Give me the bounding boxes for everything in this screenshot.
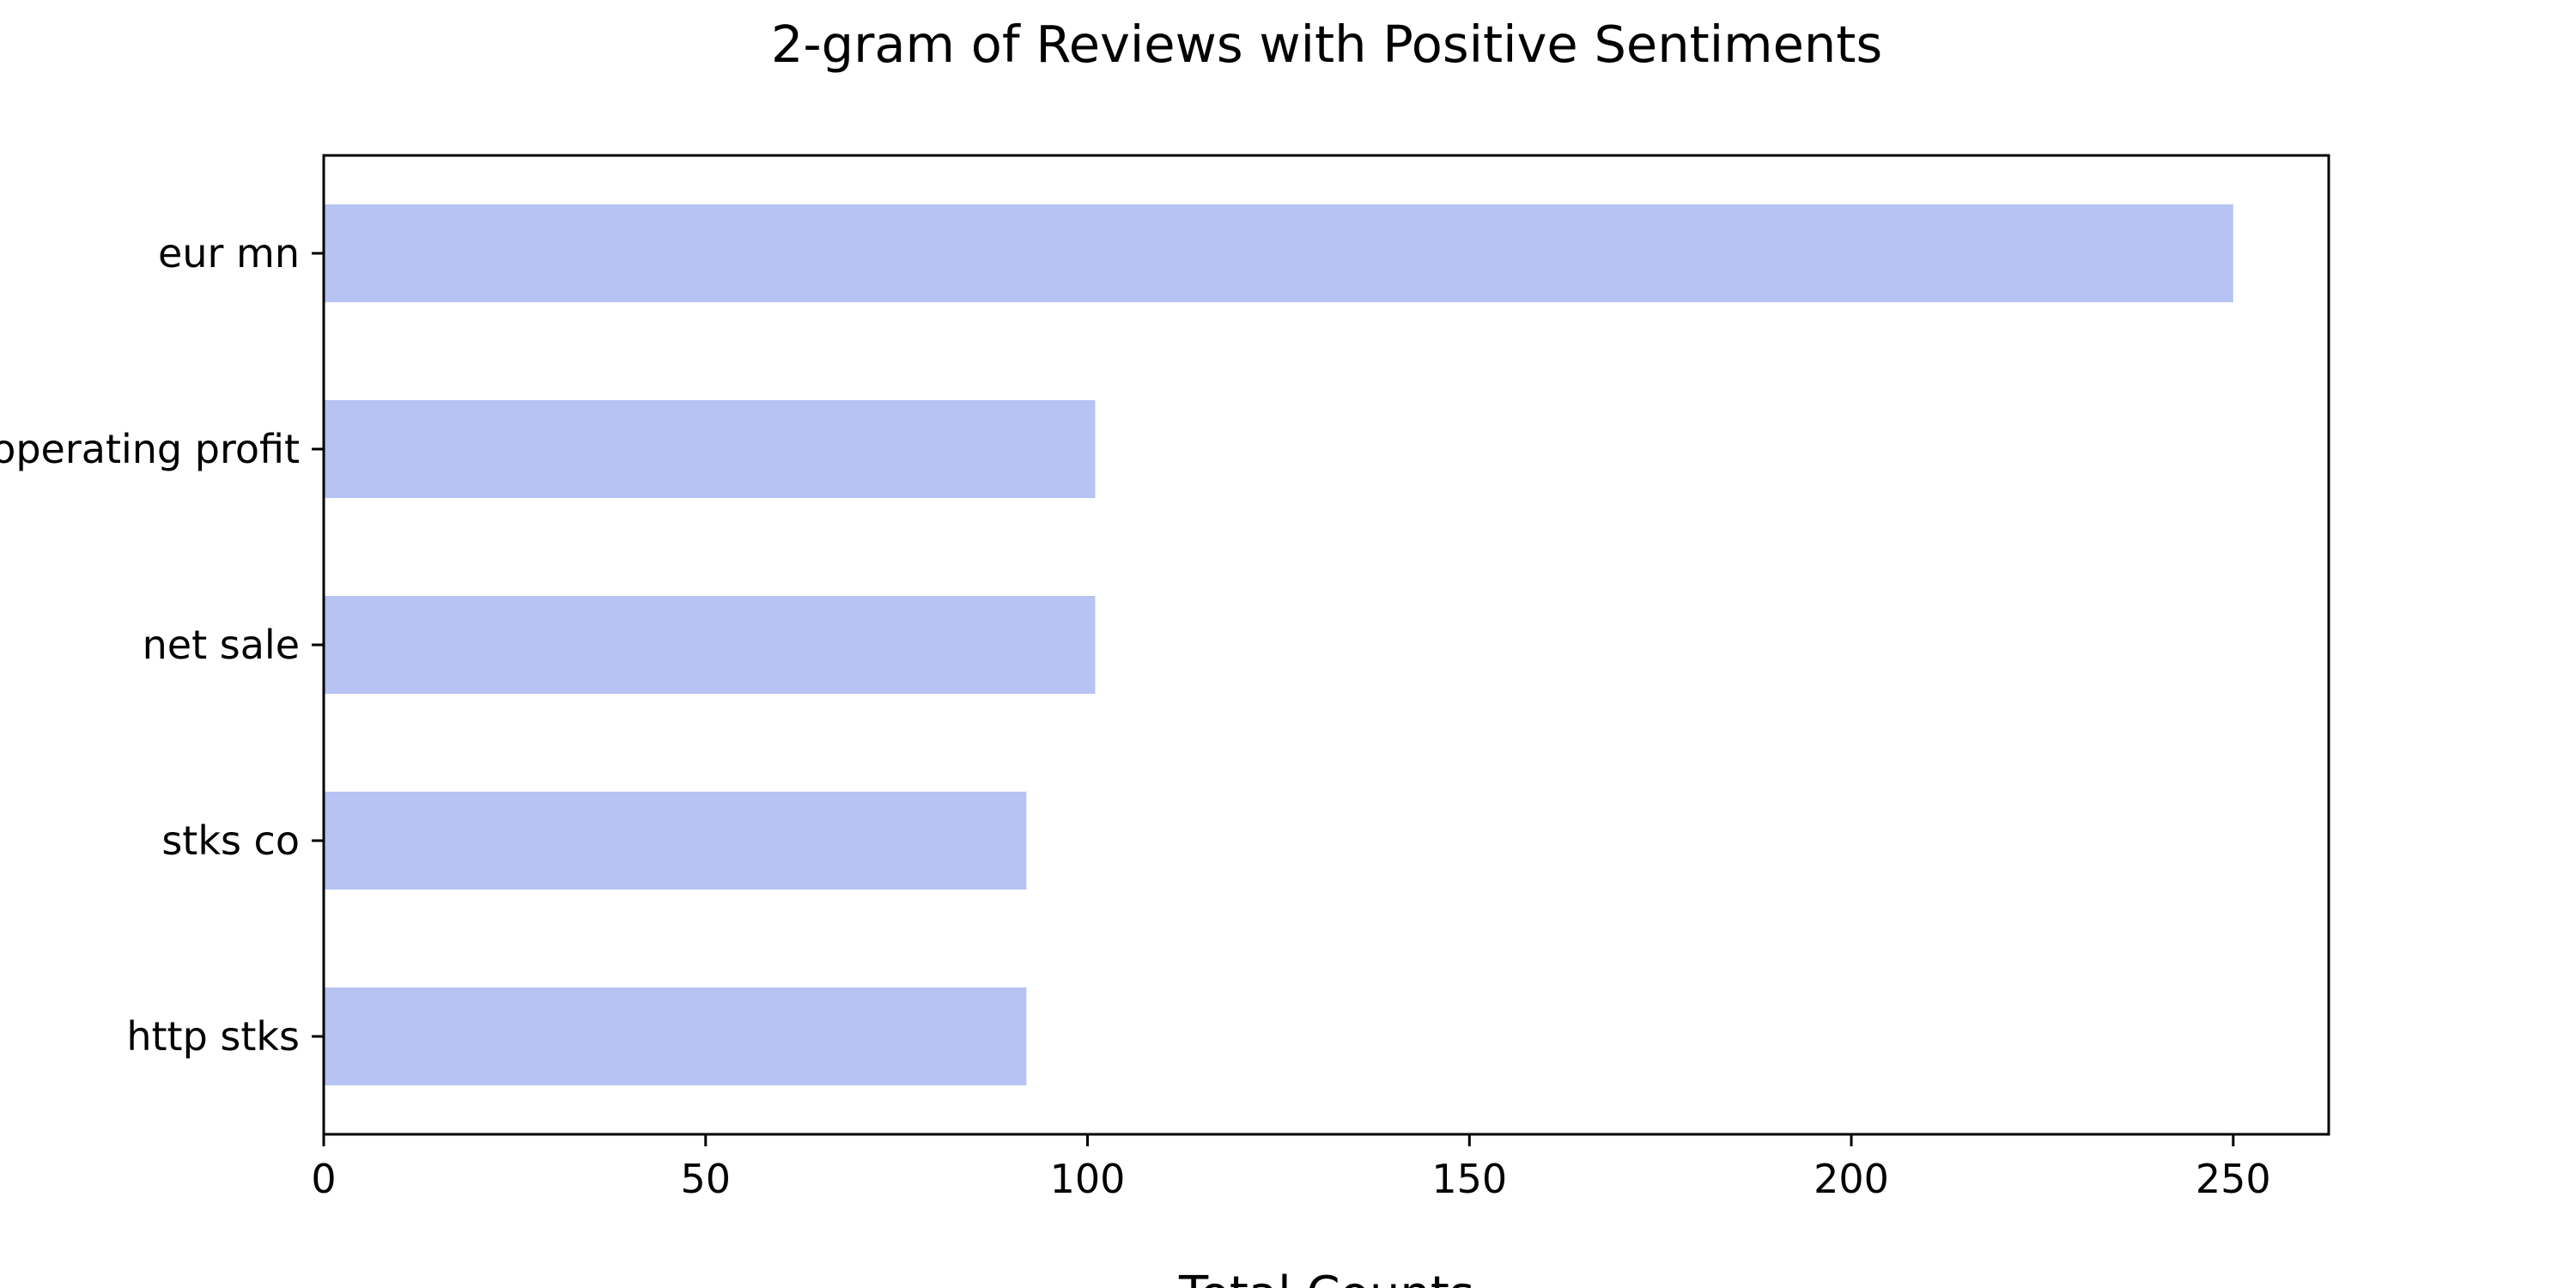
y-axis-ticks: eur mn operating profit net sale stks co htt… (0, 230, 324, 1060)
bar-operating-profit (324, 400, 1096, 498)
bars (324, 204, 2233, 1085)
y-tick-label: net sale (143, 622, 300, 668)
x-tick-label: 50 (680, 1156, 731, 1202)
chart-title: 2-gram of Reviews with Positive Sentimen… (771, 15, 1882, 74)
x-axis-title: Total Counts (1178, 1267, 1474, 1288)
x-tick-label: 0 (311, 1156, 336, 1202)
y-tick-label: http stks (126, 1013, 300, 1060)
bar-stks-co (324, 792, 1027, 890)
bar-net-sale (324, 596, 1096, 694)
x-tick-label: 100 (1050, 1156, 1126, 1202)
y-tick-label: operating profit (0, 426, 300, 472)
bar-http-stks (324, 987, 1027, 1085)
bar-eur-mn (324, 204, 2233, 302)
x-tick-label: 250 (2196, 1156, 2271, 1202)
y-tick-label: stks co (161, 817, 300, 864)
y-tick-label: eur mn (158, 230, 300, 276)
x-axis-ticks: 0 50 100 150 200 250 (311, 1134, 2271, 1202)
x-tick-label: 150 (1431, 1156, 1507, 1202)
x-tick-label: 200 (1814, 1156, 1889, 1202)
